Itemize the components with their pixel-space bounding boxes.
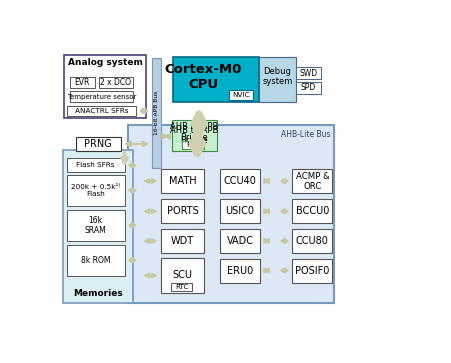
Text: PRNG: PRNG [84,139,112,149]
Text: 200k + 0.5k¹⁾
Flash: 200k + 0.5k¹⁾ Flash [71,184,120,197]
Text: POSIF0: POSIF0 [295,266,330,276]
Text: Cortex-M0
CPU: Cortex-M0 CPU [165,63,242,91]
Bar [296,82,321,94]
Bar [220,229,260,253]
Bar [259,57,296,102]
Text: 16k
SRAM: 16k SRAM [85,216,106,235]
Text: PORTS: PORTS [166,206,198,216]
Bar [174,57,259,102]
Text: SPD: SPD [301,83,316,92]
Bar [292,259,332,282]
Text: USIC0: USIC0 [226,206,254,216]
Text: RTC: RTC [175,284,188,290]
Bar [172,121,217,151]
Bar [171,283,192,291]
Bar [69,91,133,102]
Text: AHB to APB
Bridge: AHB to APB Bridge [170,126,219,146]
Text: WDT: WDT [171,236,194,246]
Bar [161,258,204,293]
Bar [292,199,332,223]
Text: Flash SFRs: Flash SFRs [77,162,115,168]
Text: ANACTRL SFRs: ANACTRL SFRs [74,108,128,114]
Text: AHB to APB
Bridge: AHB to APB Bridge [170,122,219,142]
Bar [220,259,260,282]
Text: Analog system: Analog system [68,57,143,66]
Text: 8k ROM: 8k ROM [81,256,110,265]
Text: 16-bit APB Bus: 16-bit APB Bus [154,91,159,135]
Text: ERU0: ERU0 [227,266,253,276]
Text: AHB-Lite Bus: AHB-Lite Bus [281,130,330,139]
Bar [220,199,260,223]
Text: SWD: SWD [299,69,318,78]
Text: VADC: VADC [226,236,253,246]
Text: Memories: Memories [73,289,123,298]
Bar [161,229,204,253]
Bar [67,106,136,116]
Text: ACMP &
ORC: ACMP & ORC [295,172,329,191]
Bar [67,175,124,206]
Bar [76,136,121,151]
Bar [296,67,321,79]
Bar [128,125,334,303]
Text: 2 x DCO: 2 x DCO [101,78,132,87]
Bar [292,229,332,253]
Bar [64,55,146,118]
Bar [67,210,124,241]
Bar [99,77,133,88]
Bar [67,158,124,172]
Bar [161,169,204,193]
Bar [63,150,133,303]
Text: MATH: MATH [169,176,196,186]
Text: Temperature sensor: Temperature sensor [67,94,136,100]
Bar [67,245,124,276]
Text: EVR: EVR [75,78,90,87]
Text: CCU40: CCU40 [224,176,257,186]
Text: BCCU0: BCCU0 [296,206,329,216]
Text: Debug
system: Debug system [262,66,293,86]
Bar [292,169,332,193]
Bar [152,57,161,168]
Bar [161,199,204,223]
Bar [220,169,260,193]
Text: PAU: PAU [186,142,200,148]
Text: CCU80: CCU80 [296,236,329,246]
Text: SCU: SCU [172,270,193,280]
Bar [230,90,253,100]
Bar [69,77,95,88]
Bar [182,141,204,149]
Text: NVIC: NVIC [232,92,250,98]
